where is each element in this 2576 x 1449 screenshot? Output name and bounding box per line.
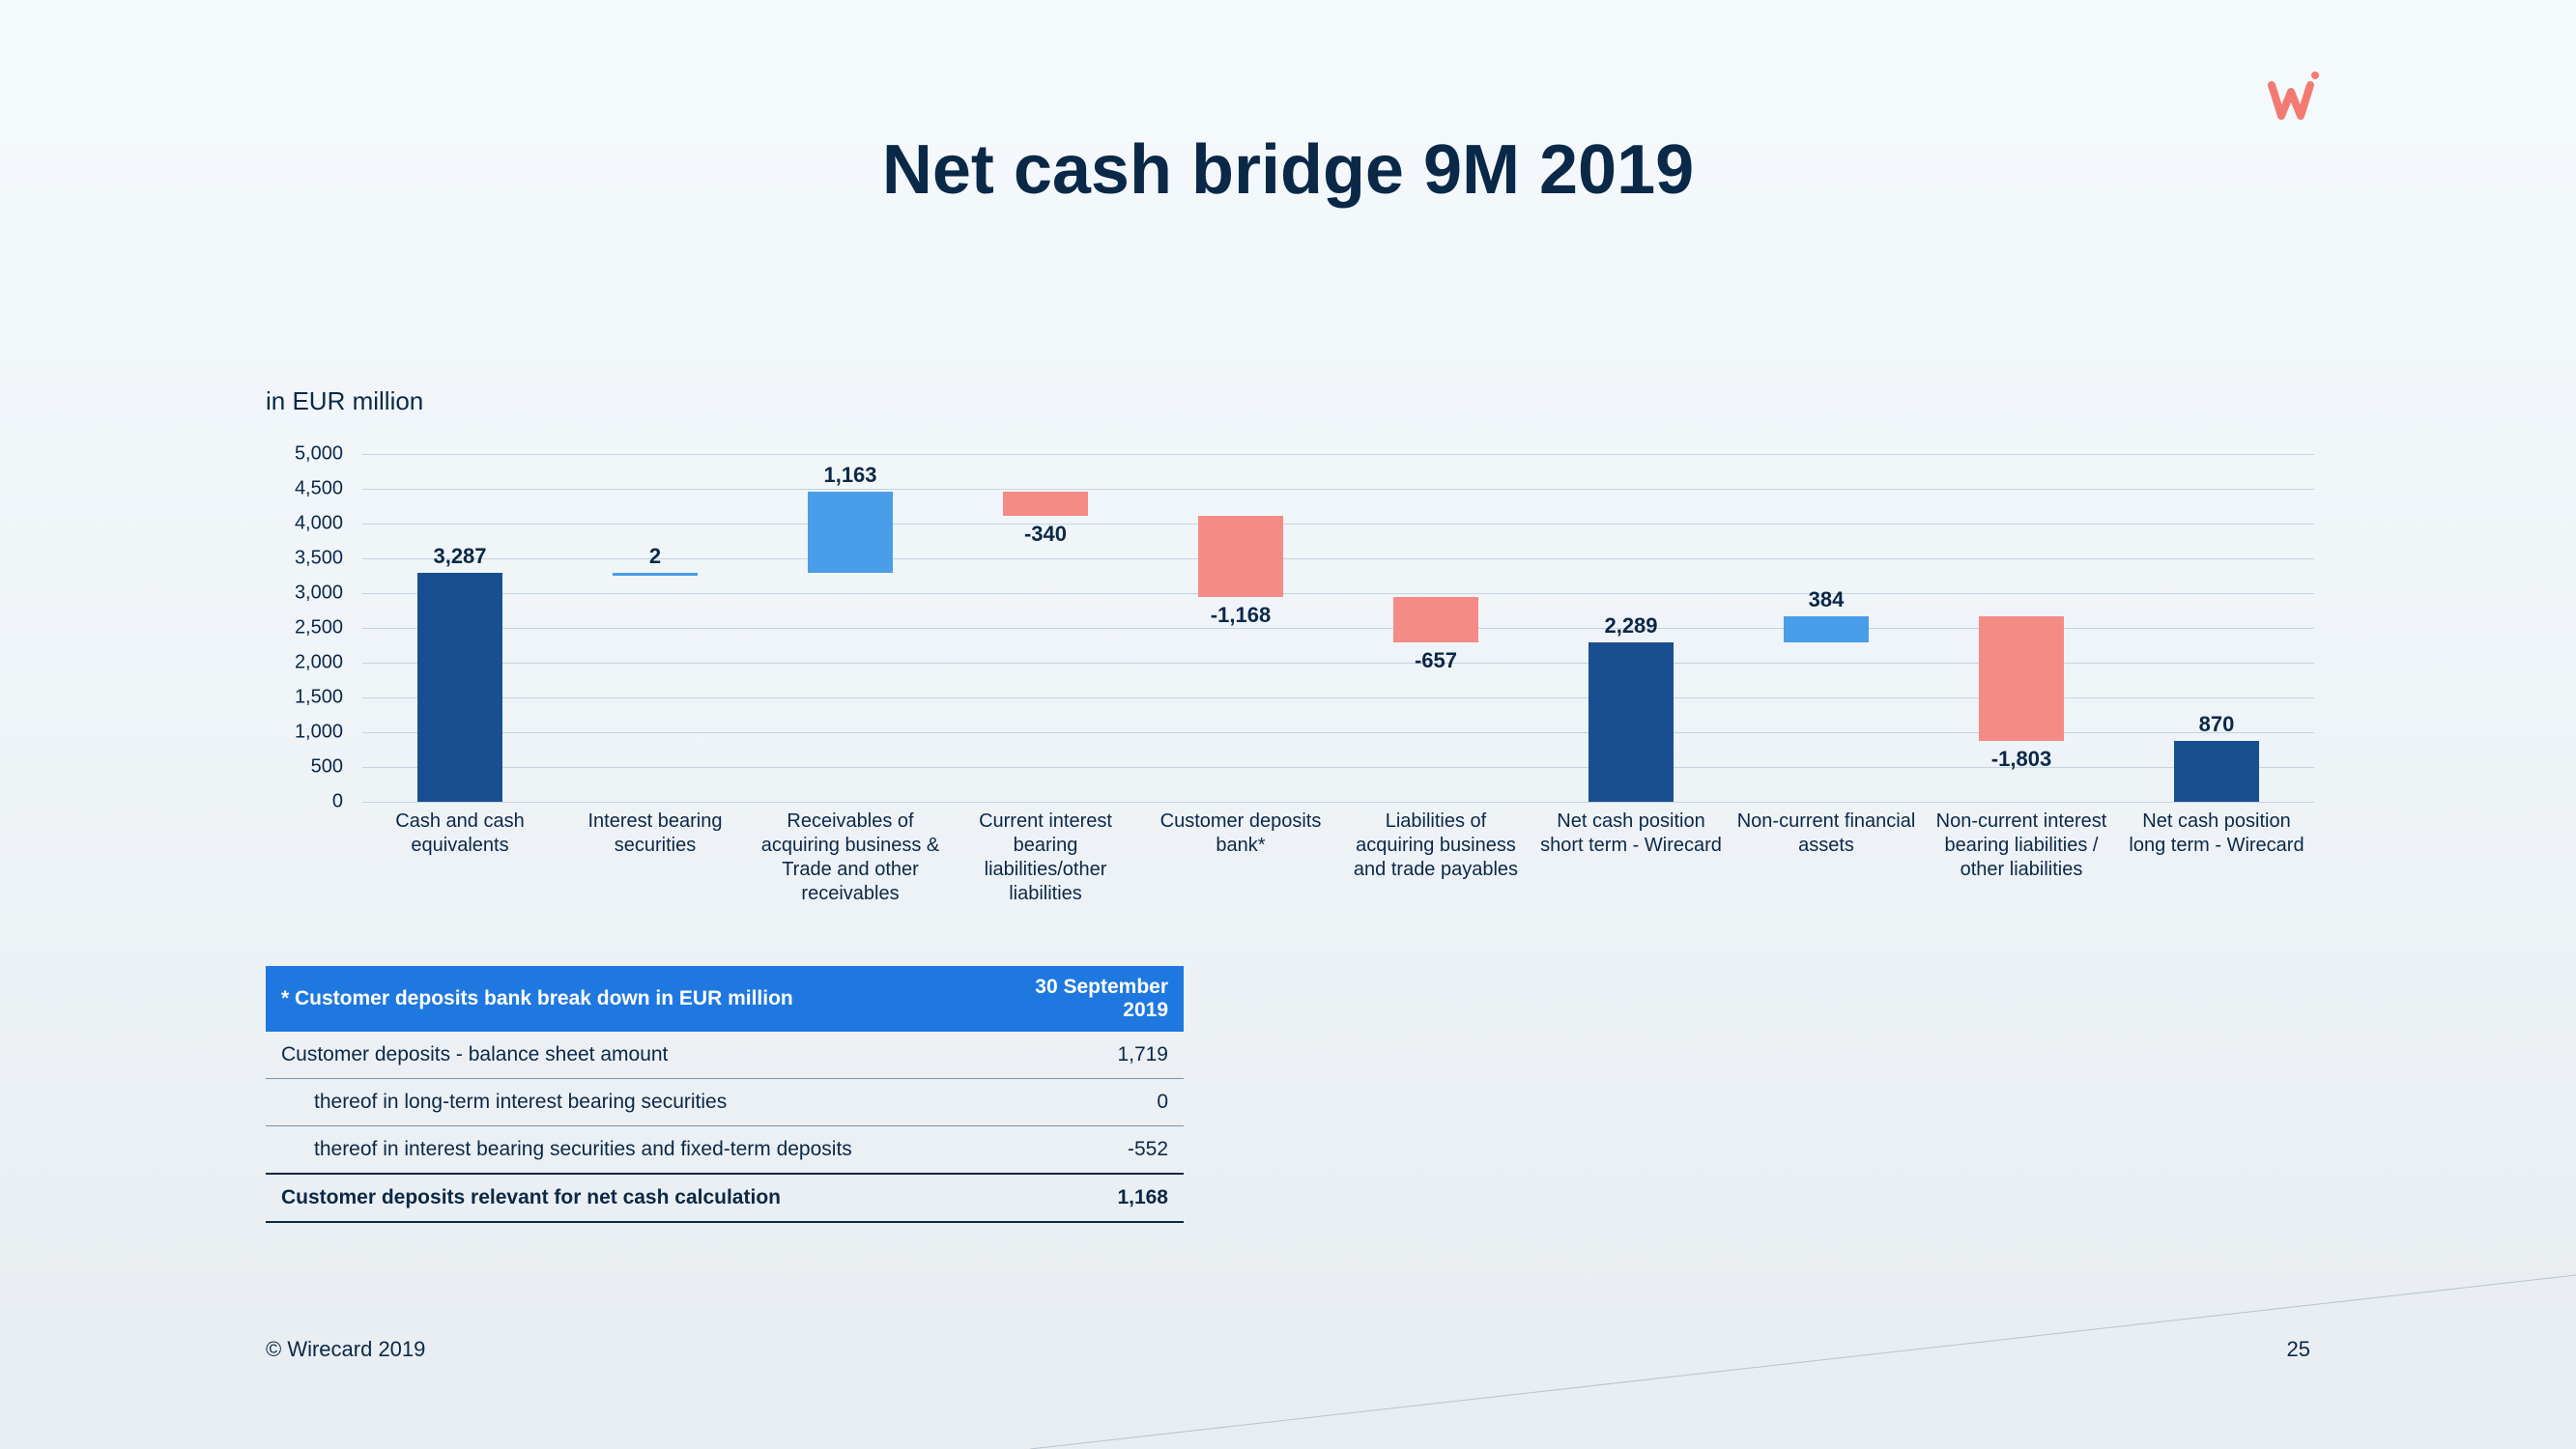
- y-tick: 5,000: [295, 443, 343, 466]
- total-value: 1,168: [971, 1174, 1184, 1222]
- waterfall-chart: 5,0004,5004,0003,5003,0002,5002,0001,500…: [266, 454, 2314, 802]
- bar-value-label: 2,289: [1604, 613, 1657, 639]
- waterfall-bar: [2174, 741, 2259, 802]
- waterfall-bar: [1003, 492, 1088, 515]
- y-tick: 1,500: [295, 687, 343, 709]
- bar-slot: -657: [1338, 454, 1533, 802]
- bar-slot: 3,287: [362, 454, 558, 802]
- copyright-text: © Wirecard 2019: [266, 1337, 425, 1362]
- breakdown-header-right: 30 September 2019: [971, 966, 1184, 1032]
- bar-slot: -340: [948, 454, 1143, 802]
- row-value: 0: [971, 1079, 1184, 1126]
- x-axis-label: Customer deposits bank*: [1143, 810, 1338, 906]
- total-label: Customer deposits relevant for net cash …: [266, 1174, 971, 1222]
- bar-slot: 1,163: [753, 454, 948, 802]
- x-axis-label: Cash and cash equivalents: [362, 810, 558, 906]
- bar-slot: -1,168: [1143, 454, 1338, 802]
- decorative-diagonal: [1030, 1256, 2576, 1449]
- x-axis-label: Net cash position long term - Wirecard: [2119, 810, 2314, 906]
- bar-value-label: 1,163: [823, 463, 876, 488]
- chart-bars: 3,287 2 1,163 -340 -1,168 -657 2,289 384 -1,803 8…: [362, 454, 2314, 802]
- y-axis: 5,0004,5004,0003,5003,0002,5002,0001,500…: [266, 454, 353, 802]
- x-axis-label: Interest bearing securities: [558, 810, 753, 906]
- y-tick: 500: [311, 756, 343, 779]
- chart-unit-label: in EUR million: [266, 386, 423, 416]
- y-tick: 4,500: [295, 478, 343, 500]
- bar-slot: 384: [1729, 454, 1924, 802]
- bar-slot: 870: [2119, 454, 2314, 802]
- bar-value-label: -1,168: [1211, 603, 1271, 628]
- waterfall-bar: [417, 573, 502, 802]
- x-axis-label: Current interest bearing liabilities/oth…: [948, 810, 1143, 906]
- waterfall-bar: [1198, 516, 1283, 597]
- table-row: Customer deposits - balance sheet amount…: [266, 1032, 1184, 1079]
- y-tick: 2,500: [295, 617, 343, 639]
- waterfall-bar: [808, 492, 893, 573]
- bar-slot: 2: [558, 454, 753, 802]
- y-tick: 2,000: [295, 652, 343, 674]
- breakdown-header-left: * Customer deposits bank break down in E…: [266, 966, 971, 1032]
- x-axis-label: Liabilities of acquiring business and tr…: [1338, 810, 1533, 906]
- page-number: 25: [2287, 1337, 2310, 1362]
- gridline: [362, 802, 2314, 803]
- bar-value-label: -340: [1024, 522, 1067, 547]
- x-axis-label: Non-current interest bearing liabilities…: [1924, 810, 2119, 906]
- waterfall-bar: [1979, 616, 2064, 742]
- x-axis-label: Net cash position short term - Wirecard: [1533, 810, 1729, 906]
- waterfall-bar: [613, 573, 698, 576]
- y-tick: 0: [332, 791, 343, 813]
- y-tick: 1,000: [295, 722, 343, 744]
- brand-logo-icon: [2267, 68, 2325, 126]
- x-axis-label: Receivables of acquiring business & Trad…: [753, 810, 948, 906]
- y-tick: 3,500: [295, 548, 343, 570]
- page-title: Net cash bridge 9M 2019: [0, 130, 2576, 210]
- x-axis-label: Non-current financial assets: [1729, 810, 1924, 906]
- bar-value-label: 870: [2199, 712, 2235, 737]
- bar-value-label: -1,803: [1991, 747, 2051, 772]
- y-tick: 4,000: [295, 513, 343, 535]
- row-label: Customer deposits - balance sheet amount: [266, 1032, 971, 1079]
- waterfall-bar: [1393, 597, 1478, 642]
- table-row-total: Customer deposits relevant for net cash …: [266, 1174, 1184, 1222]
- table-row: thereof in long-term interest bearing se…: [266, 1079, 1184, 1126]
- bar-slot: 2,289: [1533, 454, 1729, 802]
- row-label: thereof in long-term interest bearing se…: [266, 1079, 971, 1126]
- row-value: -552: [971, 1126, 1184, 1175]
- x-axis-labels: Cash and cash equivalentsInterest bearin…: [362, 810, 2314, 906]
- bar-value-label: 2: [649, 544, 661, 569]
- table-row: thereof in interest bearing securities a…: [266, 1126, 1184, 1175]
- row-label: thereof in interest bearing securities a…: [266, 1126, 971, 1175]
- bar-slot: -1,803: [1924, 454, 2119, 802]
- bar-value-label: 3,287: [433, 544, 486, 569]
- row-value: 1,719: [971, 1032, 1184, 1079]
- bar-value-label: 384: [1809, 587, 1845, 612]
- bar-value-label: -657: [1415, 648, 1457, 673]
- waterfall-bar: [1589, 642, 1674, 802]
- y-tick: 3,000: [295, 582, 343, 605]
- waterfall-bar: [1784, 616, 1869, 643]
- breakdown-table: * Customer deposits bank break down in E…: [266, 966, 1184, 1223]
